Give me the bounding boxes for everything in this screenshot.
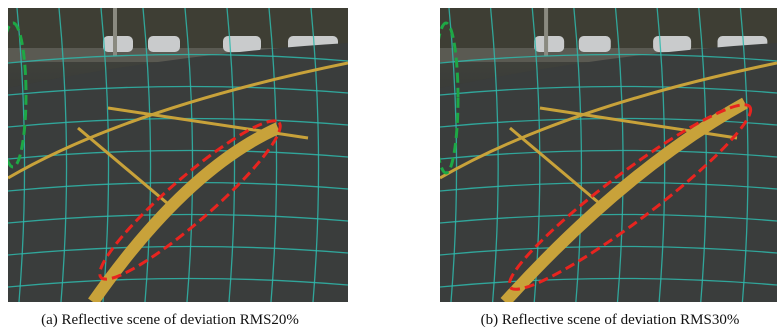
car: [579, 36, 611, 52]
road: [8, 43, 348, 302]
caption: (b) Reflective scene of deviation RMS30%: [481, 312, 740, 328]
page: (a) Reflective scene of deviation RMS20%…: [0, 0, 780, 336]
road: [440, 43, 777, 302]
photo: [0, 8, 361, 319]
car: [103, 36, 133, 52]
car: [148, 36, 180, 52]
car: [534, 36, 564, 52]
pole: [544, 8, 548, 56]
car: [223, 36, 261, 52]
pole: [113, 8, 117, 56]
grid-line: [353, 8, 361, 302]
photo: [434, 8, 780, 319]
car: [653, 36, 691, 52]
caption: (a) Reflective scene of deviation RMS20%: [41, 312, 299, 328]
figure: (a) Reflective scene of deviation RMS20%…: [0, 0, 780, 336]
